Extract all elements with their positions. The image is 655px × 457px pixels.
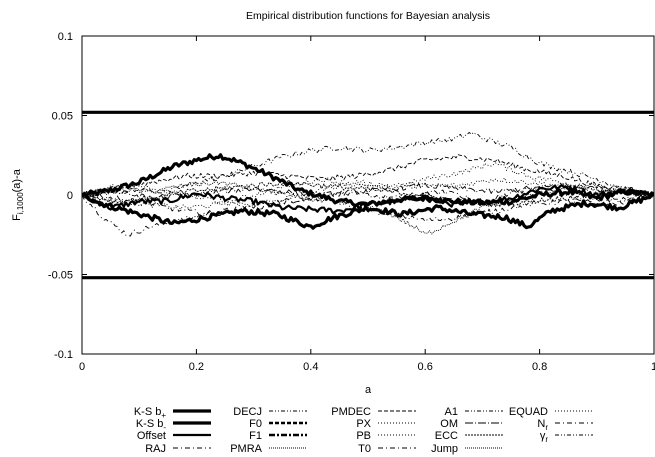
series-line-10 bbox=[82, 182, 654, 200]
x-tick-label-3: 0.6 bbox=[418, 361, 433, 373]
y-axis-label: Fi,1000(a)-a bbox=[11, 168, 25, 221]
legend-label-15: Jump bbox=[431, 443, 458, 455]
legend-label-9: PX bbox=[356, 418, 371, 430]
legend-label-6: F1 bbox=[249, 430, 262, 442]
y-tick-label-4: -0.1 bbox=[54, 349, 73, 361]
legend-label-5: F0 bbox=[249, 418, 262, 430]
legend-label-3: RAJ bbox=[145, 443, 166, 455]
x-tick-label-2: 0.4 bbox=[303, 361, 318, 373]
series-line-3 bbox=[82, 186, 654, 237]
series-line-5 bbox=[82, 154, 654, 197]
y-tick-label-3: -0.05 bbox=[48, 270, 73, 282]
series-line-9 bbox=[82, 179, 654, 235]
legend-label-14: ECC bbox=[435, 430, 458, 442]
legend-label-4: DECJ bbox=[233, 406, 262, 418]
series-line-0 bbox=[82, 153, 654, 208]
legend-label-0: K-S b+ bbox=[134, 406, 167, 420]
x-tick-label-5: 1 bbox=[651, 361, 655, 373]
series-line-8 bbox=[82, 192, 654, 223]
x-axis-label: a bbox=[365, 384, 372, 396]
x-tick-label-0: 0 bbox=[79, 361, 85, 373]
x-tick-label-1: 0.2 bbox=[189, 361, 204, 373]
legend-label-13: OM bbox=[440, 418, 458, 430]
series-line-6 bbox=[82, 162, 654, 210]
legend-label-18: γr bbox=[540, 430, 549, 444]
legend-label-17: Nr bbox=[537, 418, 548, 432]
legend-label-7: PMRA bbox=[230, 443, 262, 455]
legend-label-12: A1 bbox=[445, 406, 458, 418]
legend-label-16: EQUAD bbox=[509, 406, 548, 418]
legend-label-8: PMDEC bbox=[331, 406, 371, 418]
series-line-11 bbox=[82, 179, 654, 208]
legend-label-11: T0 bbox=[358, 443, 371, 455]
y-tick-label-0: 0.1 bbox=[58, 31, 73, 43]
x-tick-label-4: 0.8 bbox=[532, 361, 547, 373]
y-tick-label-1: 0.05 bbox=[52, 111, 73, 123]
chart-title: Empirical distribution functions for Bay… bbox=[246, 10, 490, 22]
series-line-1 bbox=[82, 192, 654, 230]
legend-label-2: Offset bbox=[137, 430, 166, 442]
legend-label-1: K-S b- bbox=[136, 418, 167, 432]
legend-label-10: PB bbox=[356, 430, 371, 442]
y-tick-label-2: 0 bbox=[67, 190, 73, 202]
